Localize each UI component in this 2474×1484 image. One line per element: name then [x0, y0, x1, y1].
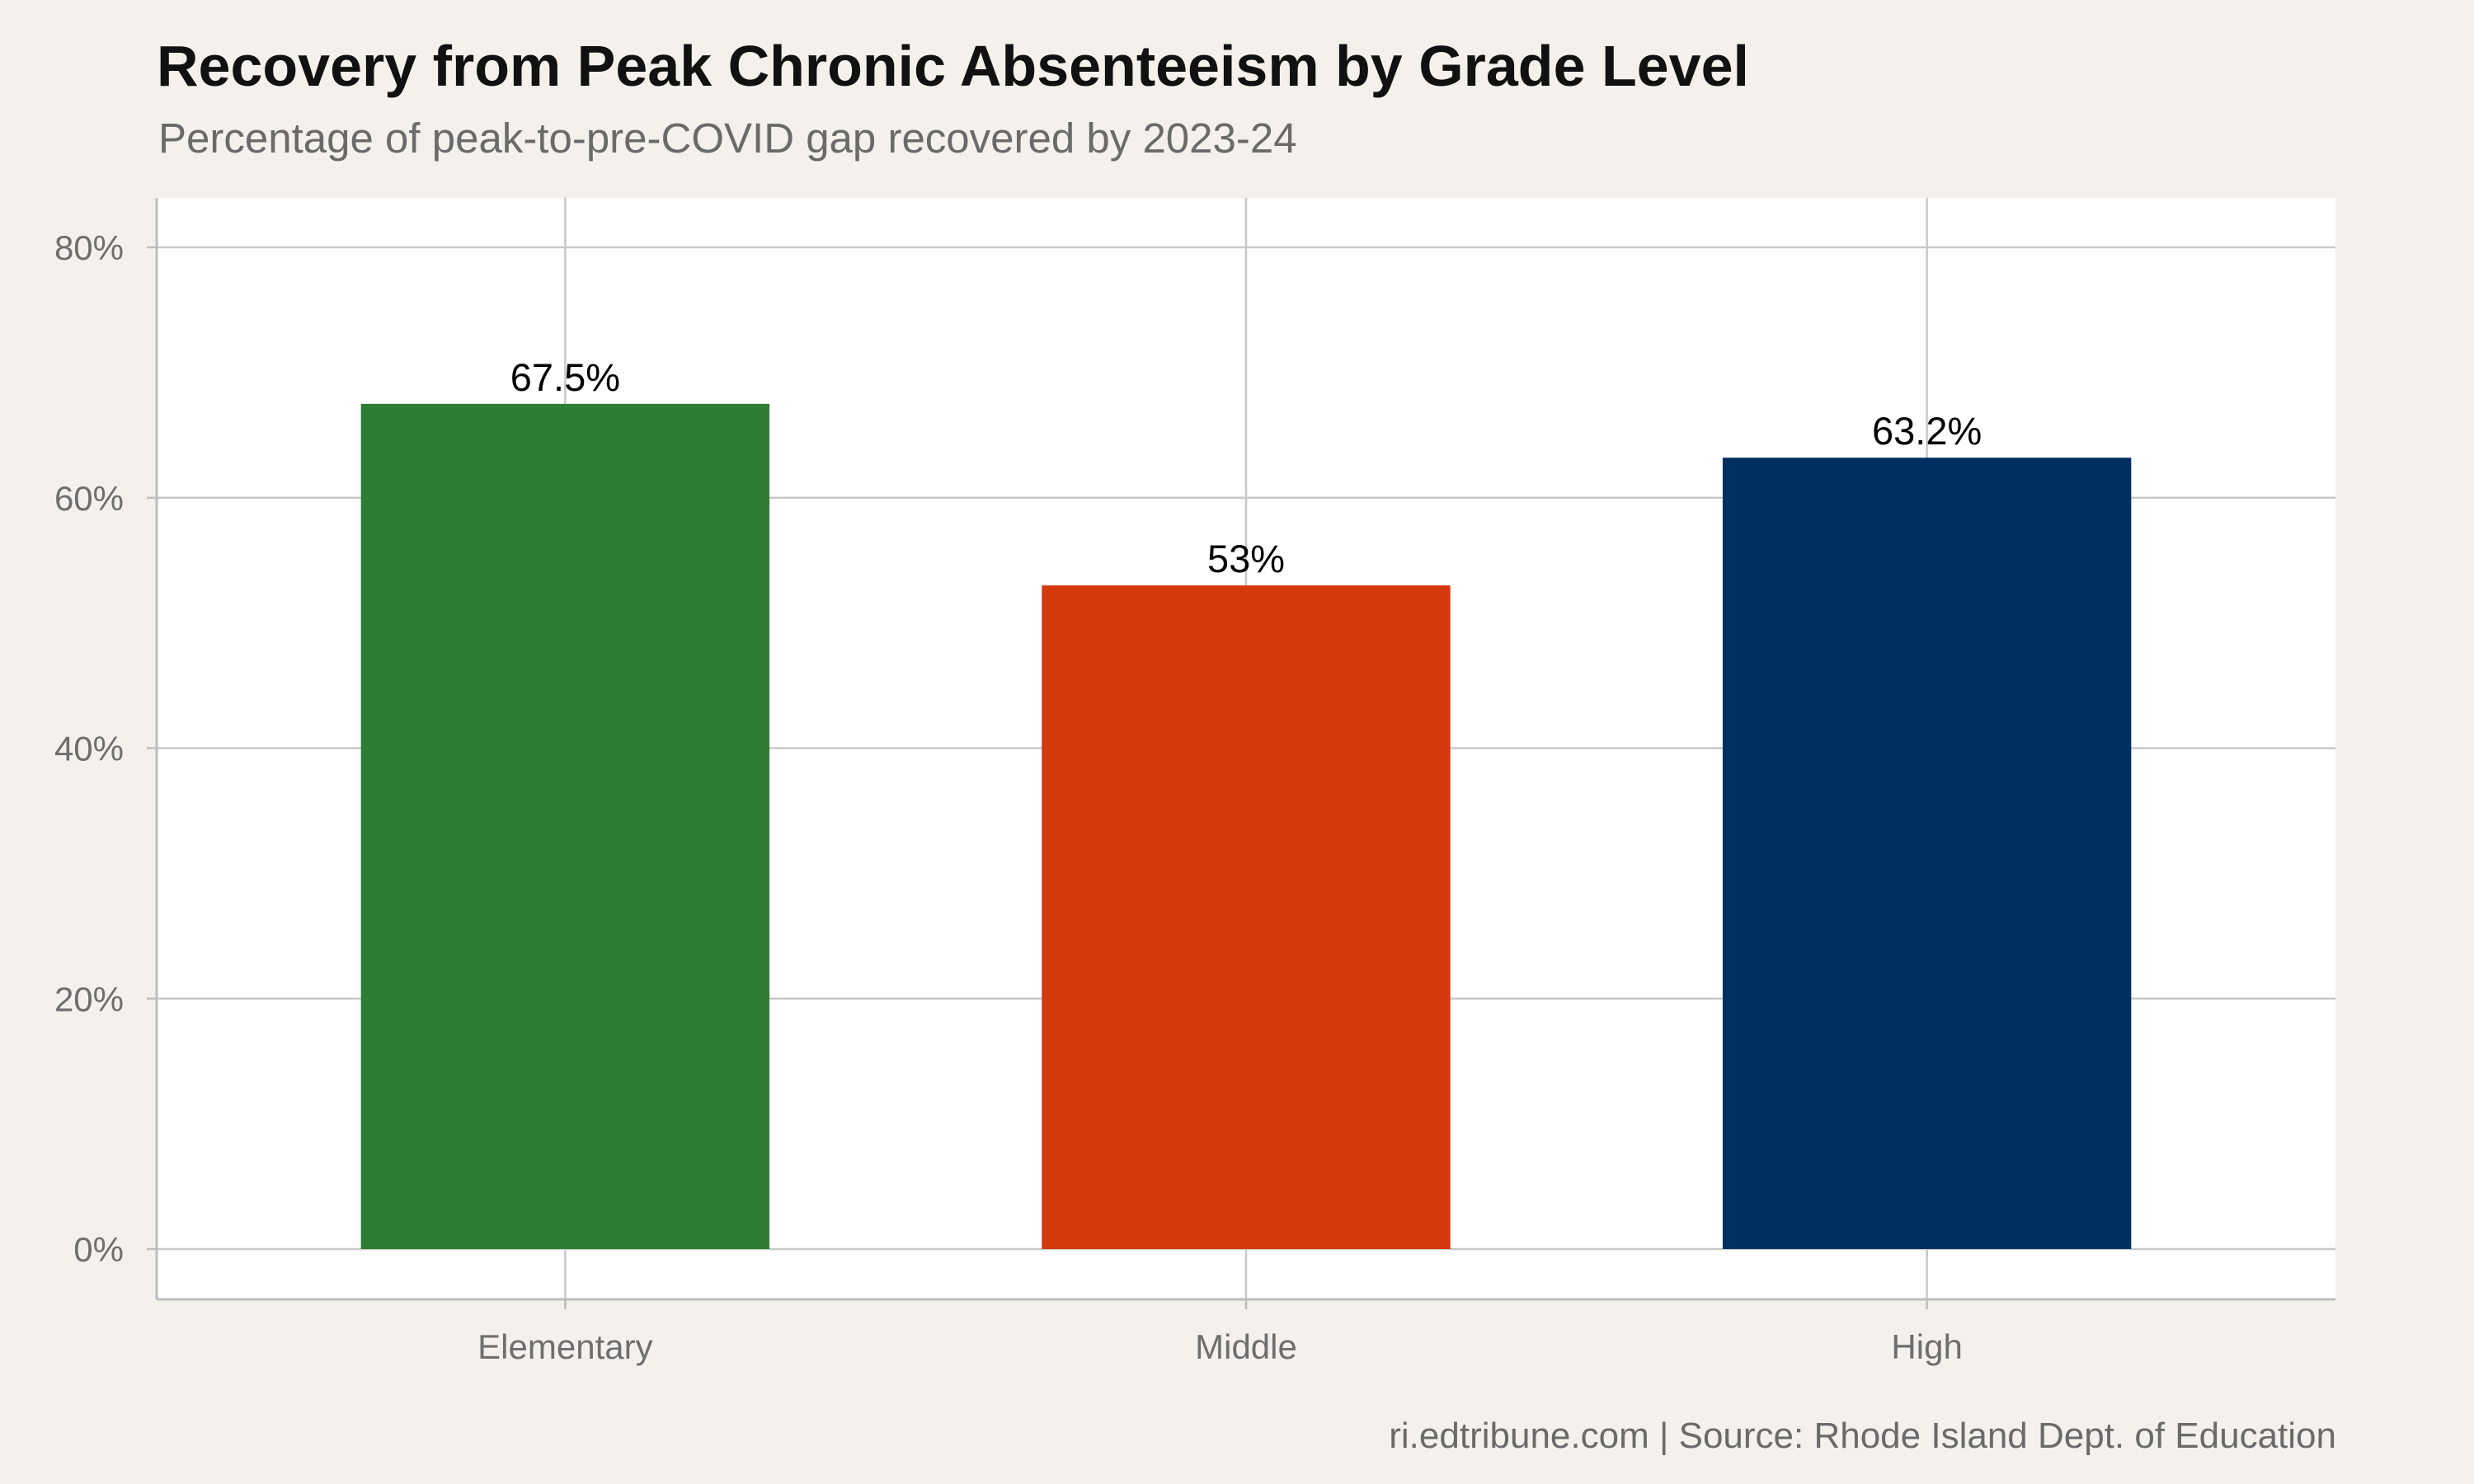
y-tick-label: 20%	[54, 979, 124, 1018]
x-tick-label: Middle	[1195, 1327, 1297, 1366]
chart-subtitle: Percentage of peak-to-pre-COVID gap reco…	[158, 115, 1297, 162]
chart-caption: ri.edtribune.com | Source: Rhode Island …	[1389, 1416, 2336, 1456]
bar-middle	[1042, 585, 1451, 1249]
x-tick-label: Elementary	[477, 1327, 652, 1366]
data-label: 53%	[1207, 537, 1285, 580]
y-tick-label: 40%	[54, 730, 124, 768]
x-tick-label: High	[1891, 1327, 1962, 1366]
y-tick-label: 60%	[54, 479, 124, 518]
data-label: 67.5%	[510, 355, 620, 399]
y-tick-label: 80%	[54, 228, 124, 267]
bar-high	[1722, 458, 2132, 1249]
bar-elementary	[360, 403, 770, 1249]
data-label: 63.2%	[1872, 409, 1982, 453]
chart-title: Recovery from Peak Chronic Absenteeism b…	[157, 34, 1749, 98]
y-tick-label: 0%	[73, 1230, 124, 1269]
